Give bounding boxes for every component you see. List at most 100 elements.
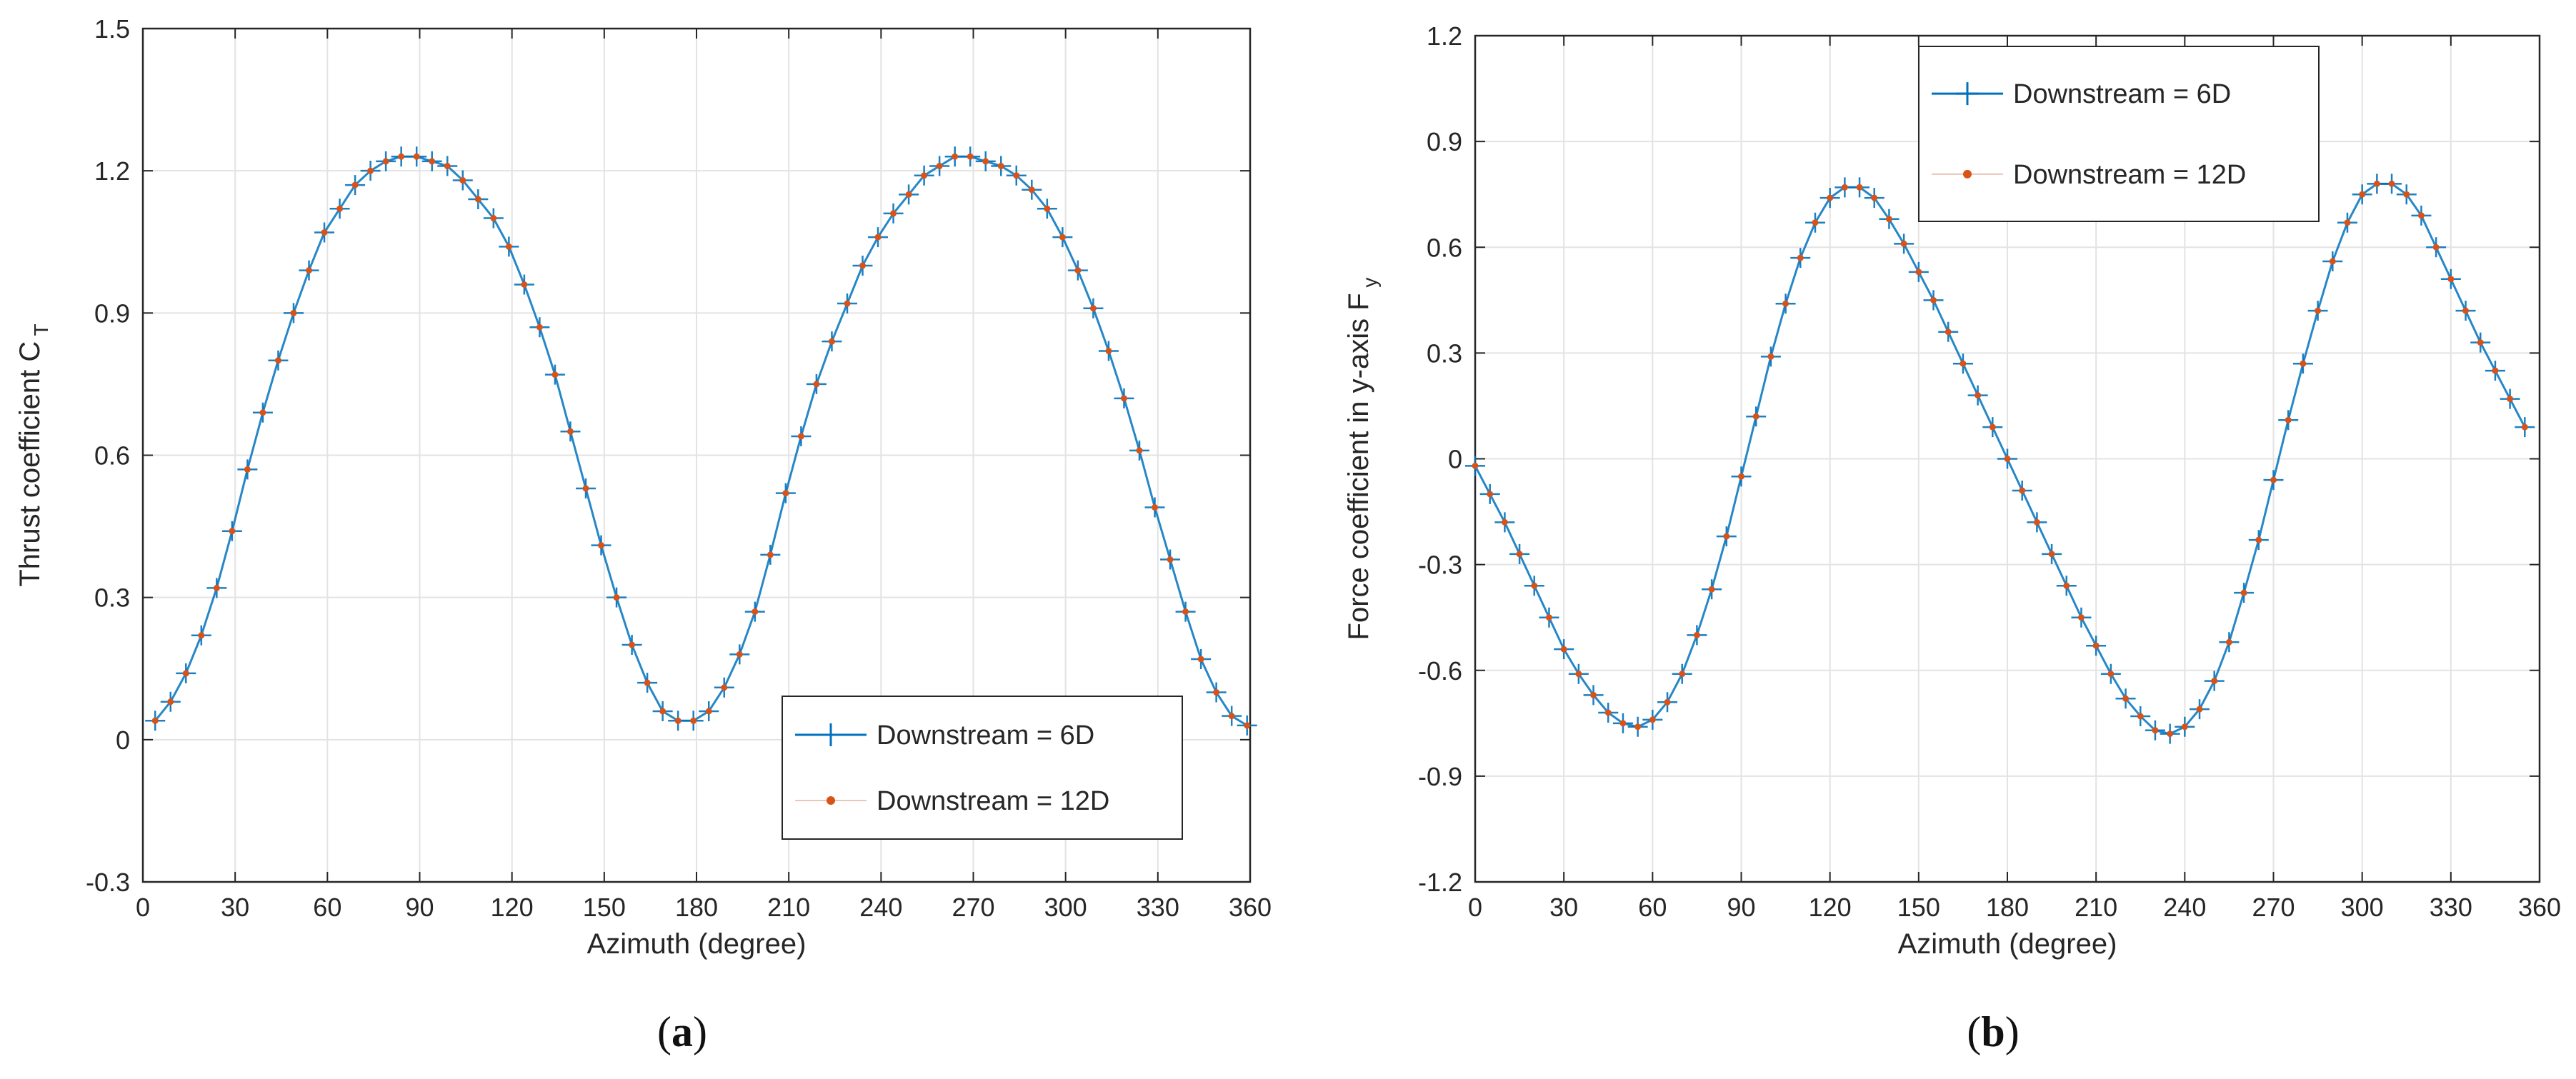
y-tick-label: -0.3: [1418, 551, 1462, 580]
legend-label: Downstream = 6D: [2013, 79, 2231, 109]
data-point-dot: [828, 338, 835, 345]
data-point-dot: [2492, 367, 2499, 374]
y-tick-label: 0.9: [94, 298, 130, 328]
data-point-dot: [2388, 180, 2395, 187]
data-point-dot: [905, 191, 912, 198]
y-tick-label: -0.6: [1418, 656, 1462, 686]
data-point-dot: [259, 409, 266, 416]
data-point-dot: [797, 433, 804, 440]
data-point-dot: [674, 717, 682, 724]
y-tick-label: 0.9: [1427, 127, 1462, 156]
x-tick-label: 360: [1229, 893, 1272, 922]
data-point-dot: [629, 641, 636, 648]
y-axis-label: Force coefficient in y-axis F y: [1343, 278, 1381, 641]
data-point-dot: [1028, 186, 1035, 194]
data-point-dot: [2077, 614, 2085, 621]
data-point-dot: [1105, 347, 1112, 354]
data-point-dot: [2300, 360, 2307, 367]
data-point-dot: [1182, 608, 1189, 616]
y-tick-label: -0.3: [86, 868, 130, 897]
data-point-dot: [1120, 395, 1127, 402]
data-point-dot: [536, 323, 543, 331]
data-point-dot: [2507, 396, 2514, 403]
data-point-dot: [1472, 462, 1479, 469]
data-point-dot: [1089, 305, 1097, 312]
x-tick-label: 240: [2163, 893, 2206, 922]
x-tick-label: 60: [313, 893, 341, 922]
data-point-dot: [874, 234, 882, 241]
data-point-dot: [952, 153, 959, 160]
x-axis-label: Azimuth (degree): [1898, 928, 2117, 960]
x-tick-label: 180: [675, 893, 718, 922]
data-point-dot: [290, 309, 297, 316]
data-point-dot: [351, 181, 359, 189]
data-point-dot: [2122, 695, 2130, 702]
data-point-dot: [1560, 646, 1567, 653]
y-tick-label: 0.3: [94, 583, 130, 613]
legend-box: [1918, 46, 2320, 222]
x-tick-label: 300: [2341, 893, 2384, 922]
data-point-dot: [306, 267, 312, 274]
data-point-dot: [398, 153, 405, 160]
x-tick-label: 120: [1809, 893, 1852, 922]
legend-label: Downstream = 12D: [877, 786, 1109, 816]
x-tick-label: 0: [136, 893, 150, 922]
data-point-dot: [2359, 191, 2366, 198]
y-axis-label: Thrust coefficient C T: [14, 323, 52, 586]
x-tick-label: 0: [1468, 893, 1482, 922]
data-point-dot: [1197, 656, 1204, 663]
data-point-dot: [2329, 258, 2336, 265]
legend-box: [782, 696, 1183, 840]
data-point-dot: [1856, 184, 1863, 191]
data-point-dot: [1531, 582, 1538, 589]
data-point-dot: [1228, 713, 1235, 720]
data-point-dot: [2417, 212, 2425, 219]
data-point-dot: [613, 594, 620, 601]
data-point-dot: [2225, 638, 2232, 646]
data-point-dot: [2107, 671, 2115, 678]
data-point-dot: [1545, 614, 1552, 621]
x-tick-label: 270: [2252, 893, 2295, 922]
x-tick-label: 90: [405, 893, 434, 922]
data-point-dot: [2477, 339, 2484, 346]
data-point-dot: [1213, 688, 1220, 696]
y-tick-label: -0.9: [1418, 762, 1462, 791]
data-point-dot: [690, 717, 697, 724]
x-tick-label: 120: [491, 893, 534, 922]
data-point-dot: [1930, 296, 1937, 303]
data-point-dot: [1915, 269, 1922, 276]
x-tick-label: 270: [952, 893, 994, 922]
data-point-dot: [2137, 713, 2144, 720]
data-point-dot: [1752, 413, 1759, 420]
data-point-dot: [167, 698, 174, 706]
data-point-dot: [1679, 671, 1686, 678]
y-tick-label: 0: [1448, 445, 1462, 474]
data-point-dot: [1885, 216, 1892, 223]
data-point-dot: [1797, 254, 1804, 261]
y-tick-label: 0.3: [1427, 338, 1462, 368]
data-point-dot: [844, 300, 851, 307]
data-point-dot: [859, 262, 866, 269]
data-point-dot: [2033, 518, 2040, 526]
data-point-dot: [2521, 423, 2528, 431]
data-point-dot: [474, 196, 481, 203]
data-point-dot: [2270, 476, 2277, 483]
data-point-dot: [2403, 191, 2410, 198]
data-point-dot: [1604, 709, 1612, 716]
legend-dot-marker: [1963, 169, 1972, 179]
y-tick-label: 1.5: [94, 14, 130, 44]
x-tick-label: 210: [767, 893, 810, 922]
x-tick-label: 330: [2430, 893, 2472, 922]
data-point-dot: [936, 163, 943, 170]
series-downstream-12d: [1472, 180, 2528, 738]
x-tick-label: 90: [1727, 893, 1755, 922]
data-point-dot: [1487, 491, 1494, 498]
data-point-dot: [1664, 698, 1671, 706]
data-point-dot: [198, 632, 205, 639]
data-point-dot: [367, 167, 374, 174]
x-tick-label: 30: [1549, 893, 1578, 922]
data-point-dot: [982, 158, 989, 165]
x-tick-label: 330: [1137, 893, 1179, 922]
data-point-dot: [229, 528, 236, 535]
data-point-dot: [1827, 194, 1834, 201]
